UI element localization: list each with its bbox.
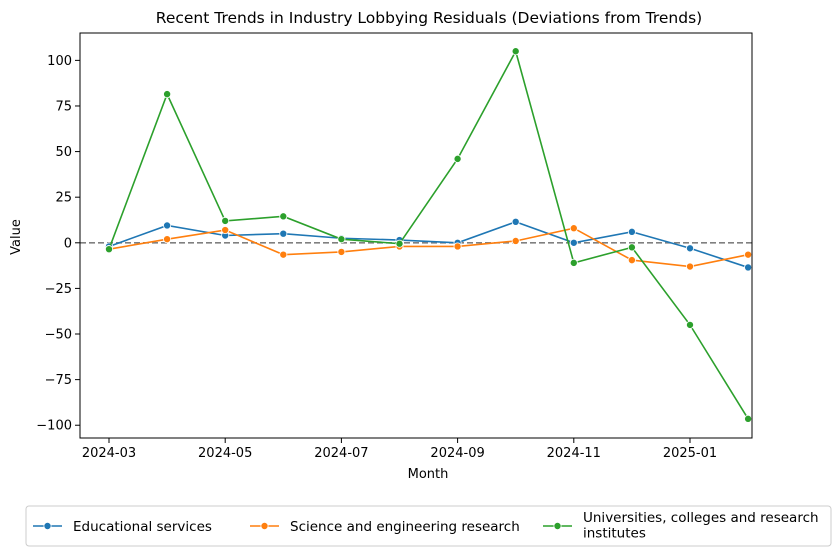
data-point-series-2 xyxy=(221,226,230,235)
data-point-series-3 xyxy=(279,212,288,221)
y-tick-label: 50 xyxy=(55,145,72,160)
x-tick-label: 2024-05 xyxy=(198,446,252,461)
data-point-series-3 xyxy=(395,239,404,248)
legend-marker-3 xyxy=(553,522,562,531)
y-tick-label: −25 xyxy=(45,282,72,297)
data-point-series-1 xyxy=(569,238,578,247)
chart-title: Recent Trends in Industry Lobbying Resid… xyxy=(156,9,702,27)
data-point-series-2 xyxy=(686,262,695,271)
data-point-series-1 xyxy=(279,229,288,238)
data-point-series-1 xyxy=(744,263,753,272)
series-line-3 xyxy=(108,49,749,420)
data-point-series-3 xyxy=(627,243,636,252)
data-point-series-3 xyxy=(744,414,753,423)
data-point-series-1 xyxy=(686,244,695,253)
data-point-series-2 xyxy=(569,224,578,233)
legend-label-3: Universities, colleges and research xyxy=(583,510,819,526)
y-tick-label: 25 xyxy=(55,191,72,206)
data-point-series-3 xyxy=(569,258,578,267)
y-tick-label: −50 xyxy=(45,328,72,343)
x-tick-label: 2024-03 xyxy=(82,446,136,461)
data-point-series-1 xyxy=(627,227,636,236)
data-point-series-3 xyxy=(511,47,520,56)
x-axis-title: Month xyxy=(408,467,449,482)
legend-marker-2 xyxy=(260,522,269,531)
y-tick-label: −100 xyxy=(36,419,72,434)
data-point-series-3 xyxy=(337,235,346,244)
y-tick-label: 100 xyxy=(47,54,72,69)
legend-box xyxy=(25,505,832,547)
x-tick-label: 2024-11 xyxy=(547,446,601,461)
axes-frame xyxy=(79,32,753,439)
data-point-series-2 xyxy=(627,256,636,265)
data-point-series-2 xyxy=(337,247,346,256)
x-tick-label: 2024-09 xyxy=(430,446,484,461)
series-line-1 xyxy=(108,220,749,269)
legend-label-2: Science and engineering research xyxy=(290,519,520,535)
legend: Educational services Science and engineer… xyxy=(25,505,832,547)
data-point-series-2 xyxy=(279,250,288,259)
data-point-series-3 xyxy=(221,216,230,225)
data-point-series-2 xyxy=(453,242,462,251)
y-tick-label: 75 xyxy=(55,99,72,114)
data-point-series-3 xyxy=(163,90,172,99)
legend-marker-1 xyxy=(43,522,52,531)
legend-label-3: institutes xyxy=(583,526,646,542)
data-point-series-3 xyxy=(105,245,114,254)
y-tick-label: 0 xyxy=(64,236,72,251)
data-point-series-1 xyxy=(163,221,172,230)
y-axis-title: Value xyxy=(9,219,24,255)
x-tick-label: 2025-01 xyxy=(663,446,717,461)
plot-area: 100 75 50 25 0 −25 −50 −75 −100 2024-03 2024-05 202… xyxy=(36,32,753,461)
y-tick-label: −75 xyxy=(45,373,72,388)
legend-label-1: Educational services xyxy=(73,519,212,535)
data-point-series-3 xyxy=(453,154,462,163)
data-point-series-3 xyxy=(686,320,695,329)
data-point-series-2 xyxy=(163,235,172,244)
x-tick-label: 2024-07 xyxy=(314,446,368,461)
data-point-series-1 xyxy=(511,217,520,226)
data-point-series-2 xyxy=(511,236,520,245)
data-point-series-2 xyxy=(744,250,753,259)
